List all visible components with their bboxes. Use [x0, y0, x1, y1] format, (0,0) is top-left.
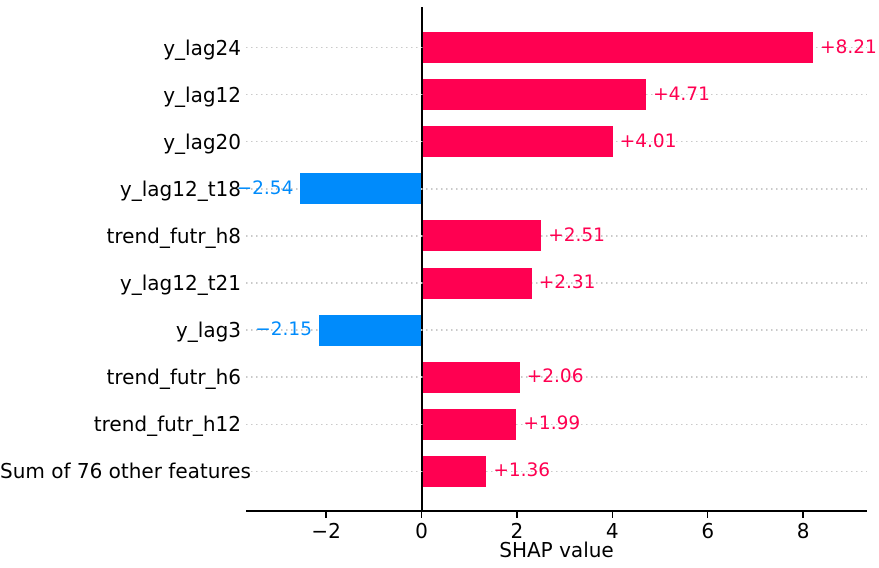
positive-bar: [422, 408, 517, 440]
negative-bar: [318, 314, 421, 346]
x-axis-tick: [516, 511, 518, 518]
gridline: [246, 423, 867, 426]
feature-label: trend_futr_h12: [93, 412, 241, 437]
x-axis-tick-label: 6: [701, 519, 715, 543]
x-axis-tick: [802, 511, 804, 518]
x-axis-tick: [325, 511, 327, 518]
gridline: [246, 188, 867, 190]
positive-bar: [422, 79, 647, 111]
feature-label: y_lag20: [163, 129, 241, 154]
x-axis-tick-label: 0: [415, 519, 428, 543]
value-label: −2.15: [255, 319, 312, 341]
feature-label: Sum of 76 other features: [0, 459, 251, 484]
gridline: [246, 376, 867, 378]
value-label: +8.21: [820, 36, 877, 58]
feature-label: y_lag12_t21: [119, 271, 241, 295]
value-label: +2.31: [538, 272, 596, 293]
gridline: [246, 235, 867, 237]
feature-label: trend_futr_h8: [106, 223, 241, 248]
negative-bar: [300, 173, 421, 205]
value-label: +1.99: [523, 413, 581, 435]
value-label: −2.54: [236, 177, 294, 199]
zero-axis-line: [420, 7, 423, 510]
value-label: +2.06: [526, 366, 584, 388]
x-axis-tick-label: 2: [510, 519, 524, 543]
value-label: +4.71: [653, 83, 710, 105]
value-label: +4.01: [619, 130, 677, 152]
feature-label: y_lag12_t18: [119, 176, 241, 201]
positive-bar: [422, 126, 613, 158]
x-axis-label: SHAP value: [499, 538, 614, 562]
x-axis-tick: [611, 511, 614, 518]
gridline: [246, 470, 867, 473]
feature-label: trend_futr_h6: [106, 365, 241, 390]
feature-label: y_lag3: [175, 318, 241, 343]
gridline: [246, 329, 867, 331]
value-label: +1.36: [493, 460, 551, 482]
positive-bar: [422, 32, 814, 63]
x-axis-tick-label: 4: [605, 519, 619, 543]
positive-bar: [422, 455, 487, 487]
positive-bar: [422, 361, 520, 393]
x-axis-tick: [420, 511, 423, 518]
gridline: [246, 282, 867, 284]
positive-bar: [422, 220, 542, 252]
positive-bar: [422, 267, 532, 299]
x-axis-spine: [246, 510, 867, 512]
feature-label: y_lag12: [163, 82, 241, 107]
value-label: +2.51: [548, 224, 605, 246]
x-axis-tick-label: −2: [311, 519, 341, 543]
feature-label: y_lag24: [163, 35, 241, 60]
x-axis-tick-label: 8: [796, 519, 810, 543]
x-axis-tick: [706, 511, 709, 518]
